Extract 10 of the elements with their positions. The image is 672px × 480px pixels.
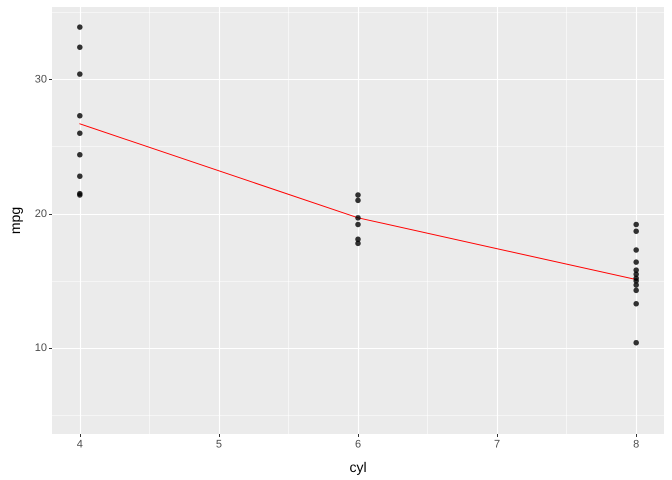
- x-tick-label: 5: [216, 438, 222, 450]
- x-axis-title: cyl: [349, 459, 367, 475]
- y-tick-label: 20: [34, 208, 47, 220]
- y-tick-label: 30: [34, 74, 47, 86]
- x-tick-label: 8: [633, 438, 640, 450]
- y-tick-label: 10: [34, 342, 47, 354]
- x-tick-label: 4: [76, 438, 83, 450]
- x-tick-label: 7: [494, 438, 500, 450]
- x-tick-label: 6: [354, 438, 362, 450]
- y-axis-title: mpg: [7, 206, 23, 234]
